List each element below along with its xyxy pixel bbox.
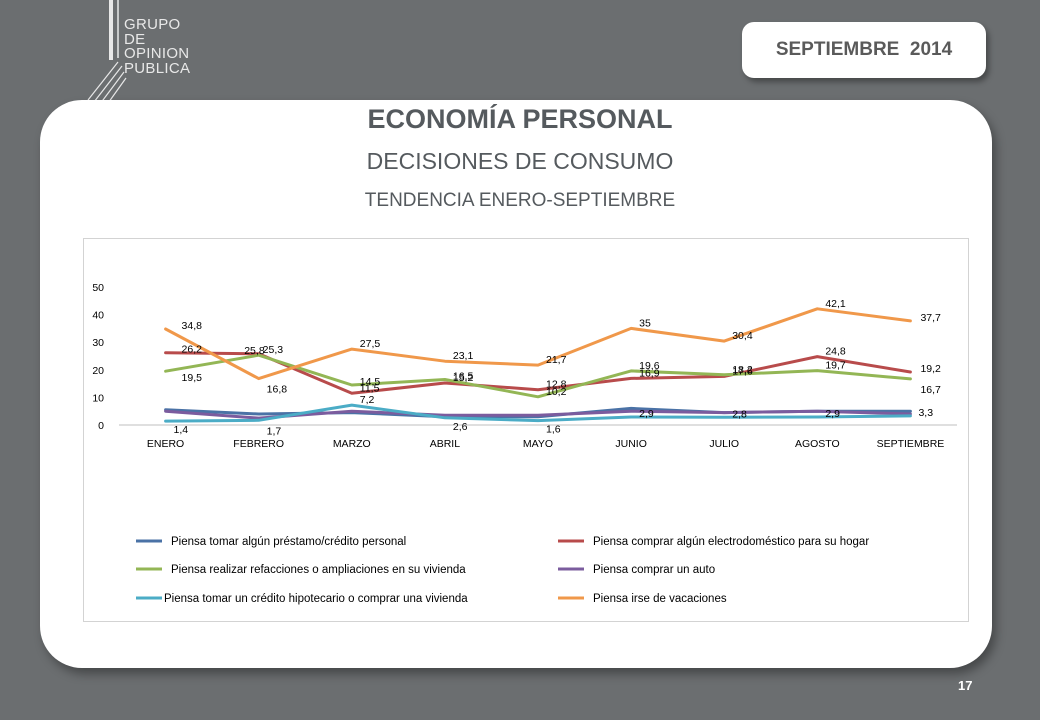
y-tick-label: 50 [92, 282, 104, 294]
legend-label: Piensa tomar algún préstamo/crédito pers… [171, 536, 406, 548]
data-label: 16,8 [267, 384, 288, 396]
date-badge-label: SEPTIEMBRE 2014 [775, 39, 953, 60]
page-subtitle: DECISIONES DE CONSUMO [366, 148, 674, 174]
series-line [164, 307, 912, 381]
x-tick-label: FEBRERO [233, 438, 284, 450]
y-tick-label: 40 [92, 310, 104, 322]
data-label: 1,4 [174, 424, 189, 436]
data-label: 12,8 [546, 379, 567, 391]
data-label: 7,2 [360, 394, 375, 406]
data-label: 10,2 [546, 386, 567, 398]
y-tick-label: 0 [98, 420, 104, 432]
date-badge: SEPTIEMBRE 2014 [742, 22, 986, 78]
x-tick-label: ABRIL [430, 438, 461, 450]
x-tick-label: MARZO [333, 438, 371, 450]
data-label: 1,7 [267, 425, 282, 437]
data-label: 16,9 [639, 367, 660, 379]
legend-label: Piensa comprar algún electrodoméstico pa… [593, 536, 869, 548]
chart-frame: 0 10 20 30 40 50 ENERO FEBRERO MARZO ABRIL MAYO JUN… [83, 238, 969, 622]
line-chart: 0 10 20 30 40 50 ENERO FEBRERO MARZO ABRIL MAYO JUN… [92, 282, 957, 605]
data-label: 26,2 [182, 344, 203, 356]
x-tick-label: SEPTIEMBRE [877, 438, 945, 450]
data-label: 42,1 [825, 298, 846, 310]
legend-label: Piensa realizar refacciones o ampliacion… [171, 564, 466, 576]
data-label: 1,6 [546, 424, 561, 436]
legend-label: Piensa irse de vacaciones [593, 593, 727, 605]
logo-wordmark: GRUPO DE OPINION PUBLICA [124, 16, 191, 77]
data-label: 23,1 [453, 350, 474, 362]
data-label: 19,2 [920, 363, 941, 375]
x-tick-label: AGOSTO [795, 438, 840, 450]
logo-line: OPINION [124, 45, 190, 62]
data-label: 2,6 [453, 421, 468, 433]
y-tick-label: 20 [92, 365, 104, 377]
data-label: 19,7 [825, 360, 846, 372]
data-label: 14,5 [360, 376, 381, 388]
data-label: 24,8 [825, 346, 846, 358]
data-label: 30,4 [732, 330, 753, 342]
x-tick-label: ENERO [147, 438, 184, 450]
data-label: 2,8 [732, 408, 747, 420]
page-title: ECONOMÍA PERSONAL [367, 104, 673, 134]
data-label: 11,5 [360, 382, 380, 394]
y-tick-label: 10 [92, 392, 104, 404]
data-label: 25,8 [244, 345, 265, 357]
legend-label: Piensa comprar un auto [593, 564, 715, 576]
data-label: 19,5 [182, 372, 203, 384]
series-line [164, 353, 912, 399]
legend-label: Piensa tomar un crédito hipotecario o co… [164, 593, 468, 605]
data-label: 35 [639, 317, 651, 329]
data-label: 37,7 [920, 312, 941, 324]
x-tick-label: JULIO [709, 438, 739, 450]
data-label: 25,3 [263, 344, 284, 356]
data-label: 19,6 [639, 360, 660, 372]
logo-line: DE [124, 30, 146, 48]
logo-line: PUBLICA [124, 59, 191, 77]
data-label: 27,5 [360, 338, 381, 350]
x-tick-label: JUNIO [615, 438, 647, 450]
logo-line: GRUPO [124, 16, 181, 33]
series-line [164, 351, 912, 395]
data-label: 2,9 [639, 408, 654, 420]
data-label: 3,3 [918, 407, 933, 419]
data-label: 21,7 [546, 354, 567, 366]
data-label: 16,7 [920, 384, 941, 396]
y-tick-label: 30 [92, 337, 104, 349]
series-line [164, 403, 912, 423]
page-subtitle-secondary: TENDENCIA ENERO-SEPTIEMBRE [364, 190, 676, 211]
data-label: 17,6 [732, 365, 753, 377]
data-label: 34,8 [182, 320, 203, 332]
page-number: 17 [958, 678, 973, 693]
data-label: 18,2 [732, 364, 753, 376]
data-label: 16,5 [453, 370, 474, 382]
data-label: 2,9 [825, 408, 840, 420]
x-tick-label: MAYO [523, 438, 553, 450]
data-label: 15,2 [453, 372, 474, 384]
